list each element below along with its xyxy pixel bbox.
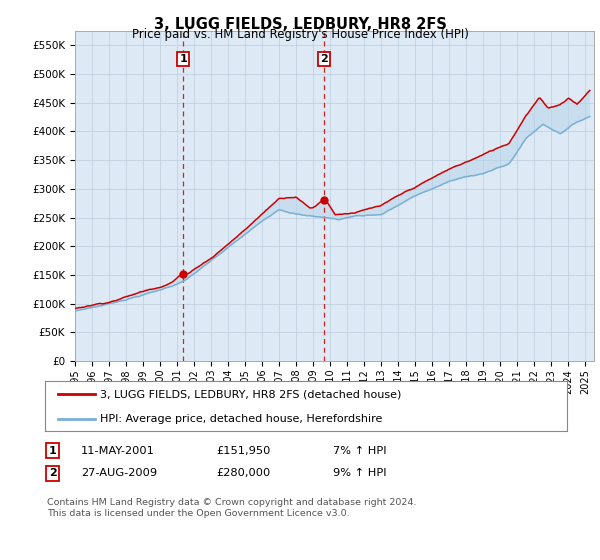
Text: HPI: Average price, detached house, Herefordshire: HPI: Average price, detached house, Here…: [100, 414, 382, 423]
Text: 2: 2: [49, 468, 56, 478]
Text: Price paid vs. HM Land Registry's House Price Index (HPI): Price paid vs. HM Land Registry's House …: [131, 28, 469, 41]
Text: £151,950: £151,950: [216, 446, 271, 456]
Text: 9% ↑ HPI: 9% ↑ HPI: [333, 468, 386, 478]
Text: 7% ↑ HPI: 7% ↑ HPI: [333, 446, 386, 456]
Text: 1: 1: [49, 446, 56, 456]
Text: 3, LUGG FIELDS, LEDBURY, HR8 2FS (detached house): 3, LUGG FIELDS, LEDBURY, HR8 2FS (detach…: [100, 389, 401, 399]
Text: 1: 1: [179, 54, 187, 64]
Text: 11-MAY-2001: 11-MAY-2001: [81, 446, 155, 456]
Text: 2: 2: [320, 54, 328, 64]
Text: Contains HM Land Registry data © Crown copyright and database right 2024.
This d: Contains HM Land Registry data © Crown c…: [47, 498, 416, 518]
Text: £280,000: £280,000: [216, 468, 270, 478]
Text: 27-AUG-2009: 27-AUG-2009: [81, 468, 157, 478]
Text: 3, LUGG FIELDS, LEDBURY, HR8 2FS: 3, LUGG FIELDS, LEDBURY, HR8 2FS: [154, 17, 446, 32]
